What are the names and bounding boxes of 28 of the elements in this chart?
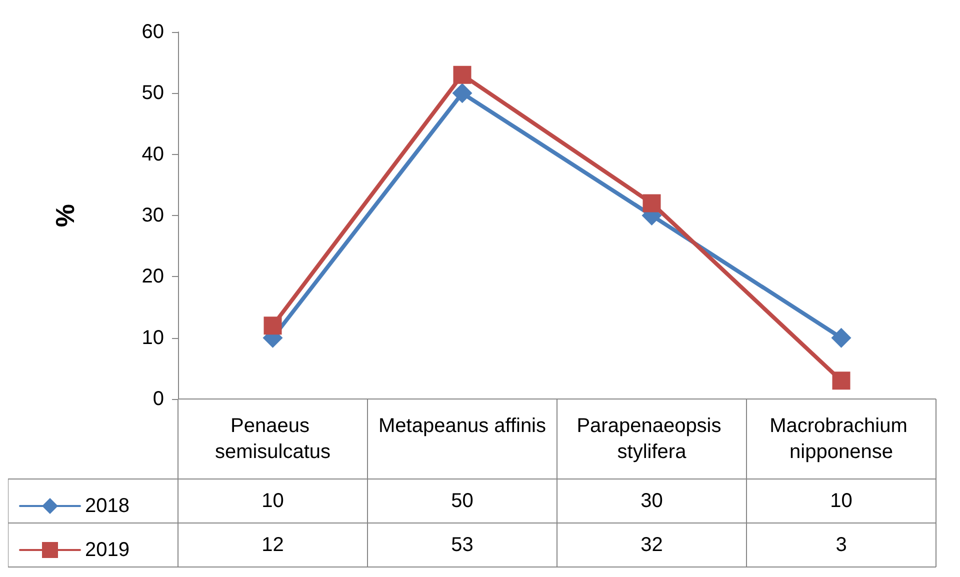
point [832, 372, 850, 390]
legend-label: 2019 [85, 539, 130, 561]
legend-label: 2018 [85, 495, 130, 517]
data-label: 53 [451, 534, 474, 556]
data-label: 3 [836, 534, 847, 556]
y-tick-label: 20 [142, 266, 164, 288]
data-label: 12 [262, 534, 284, 556]
y-tick-label: 60 [142, 21, 164, 43]
y-tick-label: 50 [142, 82, 164, 104]
y-tick-label: 10 [142, 326, 164, 349]
data-label: 30 [640, 490, 663, 512]
y-tick-label: 30 [142, 204, 164, 226]
data-label: 32 [640, 534, 663, 556]
point [642, 194, 661, 212]
point [453, 66, 472, 84]
y-tick-label: 0 [152, 388, 164, 410]
x-tick-label: Penaeus semisulcatus [214, 415, 331, 463]
point [452, 83, 472, 104]
x-tick-label: Metapeanus affinis [378, 415, 546, 437]
data-label: 10 [262, 490, 284, 512]
y-axis-title: % [50, 204, 80, 228]
point [831, 328, 852, 348]
y-tick-label: 40 [142, 143, 164, 166]
x-tick-label: Macrobrachium nipponense [770, 415, 913, 463]
data-label: 50 [451, 490, 474, 512]
data-label: 10 [830, 490, 852, 512]
point [264, 316, 282, 335]
x-tick-label: Parapenaeopsis stylifera [576, 415, 727, 463]
